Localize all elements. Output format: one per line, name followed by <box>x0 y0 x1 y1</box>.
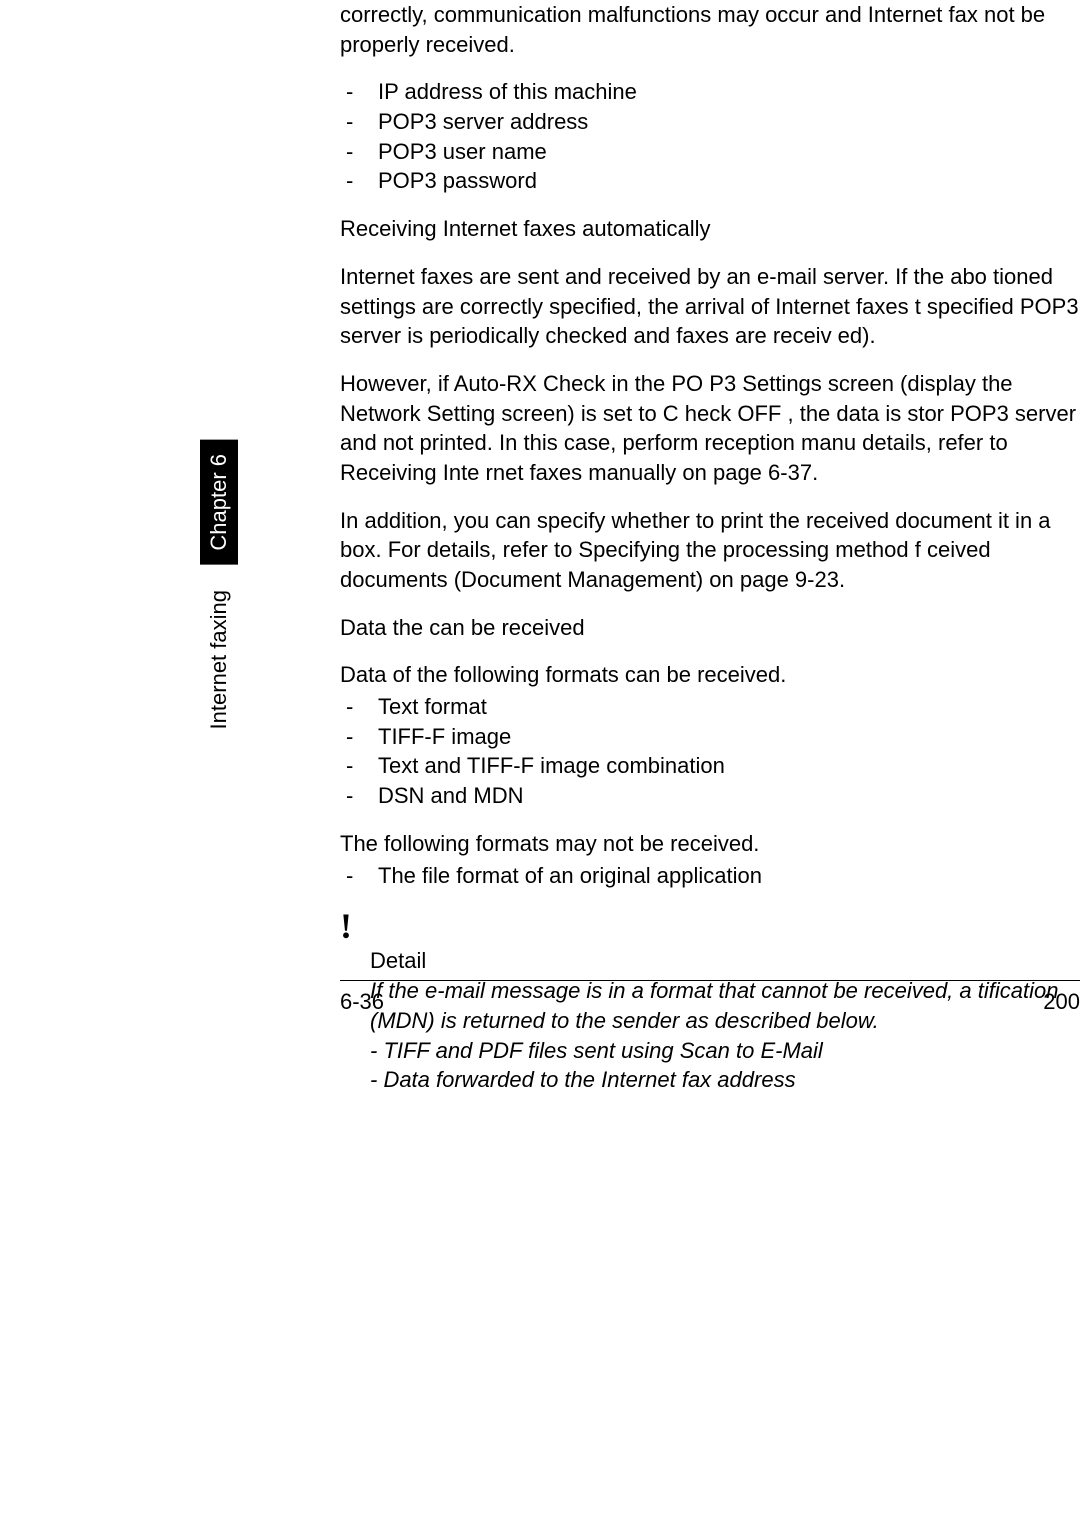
list-item: TIFF-F image <box>340 722 1080 752</box>
footer-divider <box>340 980 1080 981</box>
settings-list: IP address of this machine POP3 server a… <box>340 77 1080 196</box>
list-item: POP3 server address <box>340 107 1080 137</box>
paragraph: Data of the following formats can be rec… <box>340 660 1080 690</box>
main-content: correctly, communication malfunctions ma… <box>340 0 1080 1095</box>
detail-label: Detail <box>370 948 1080 974</box>
detail-text: - TIFF and PDF files sent using Scan to … <box>370 1036 1080 1066</box>
list-item: Text and TIFF-F image combination <box>340 751 1080 781</box>
detail-text: - Data forwarded to the Internet fax add… <box>370 1065 1080 1095</box>
paragraph: Internet faxes are sent and received by … <box>340 262 1080 351</box>
list-item: The file format of an original applicati… <box>340 861 1080 891</box>
heading-data-received: Data the can be received <box>340 613 1080 643</box>
chapter-tab: Chapter 6 <box>200 440 238 565</box>
section-label: Internet faxing <box>206 590 232 729</box>
paragraph: The following formats may not be receive… <box>340 829 1080 859</box>
exclamation-icon: ! <box>340 908 1080 944</box>
paragraph: In addition, you can specify whether to … <box>340 506 1080 595</box>
footer-right: 200 <box>1043 989 1080 1015</box>
list-item: IP address of this machine <box>340 77 1080 107</box>
paragraph: However, if Auto-RX Check in the PO P3 S… <box>340 369 1080 488</box>
intro-paragraph: correctly, communication malfunctions ma… <box>340 0 1080 59</box>
list-item: Text format <box>340 692 1080 722</box>
page-number: 6-36 <box>340 989 384 1015</box>
list-item: POP3 user name <box>340 137 1080 167</box>
list-item: POP3 password <box>340 166 1080 196</box>
formats-no-list: The file format of an original applicati… <box>340 861 1080 891</box>
formats-ok-list: Text format TIFF-F image Text and TIFF-F… <box>340 692 1080 811</box>
list-item: DSN and MDN <box>340 781 1080 811</box>
sidebar: Chapter 6 Internet faxing <box>200 440 240 760</box>
heading-receiving: Receiving Internet faxes automatically <box>340 214 1080 244</box>
page-footer: 6-36 200 <box>340 980 1080 1015</box>
